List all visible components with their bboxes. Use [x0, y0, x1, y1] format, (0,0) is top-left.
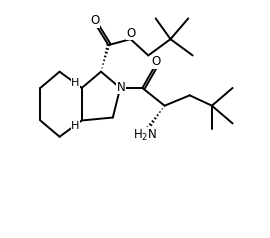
Text: H$_2$N: H$_2$N: [133, 128, 157, 143]
Text: N: N: [117, 81, 126, 94]
Text: H: H: [71, 121, 79, 131]
Text: H: H: [71, 78, 79, 88]
Text: O: O: [90, 14, 100, 27]
Text: O: O: [151, 55, 160, 68]
Text: O: O: [127, 27, 136, 40]
